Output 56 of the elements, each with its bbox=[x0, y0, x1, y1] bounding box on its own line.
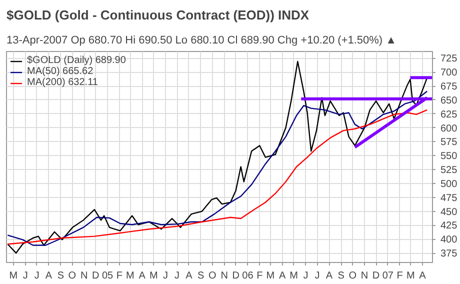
x-tick-label: M bbox=[126, 270, 134, 282]
x-tick-label: J bbox=[163, 270, 168, 282]
x-tick-label: F bbox=[116, 270, 122, 282]
x-tick-label: A bbox=[138, 270, 146, 282]
x-tick-label: N bbox=[220, 270, 228, 282]
y-tick-label: 625 bbox=[440, 109, 458, 120]
x-tick-label: N bbox=[80, 270, 88, 282]
y-tick-label: 725 bbox=[440, 54, 458, 65]
x-tick-label: O bbox=[68, 270, 76, 282]
x-tick-label: S bbox=[338, 270, 345, 282]
chart-title: $GOLD (Gold - Continuous Contract (EOD)) INDX bbox=[6, 8, 310, 22]
legend-label: MA(200) 632.11 bbox=[27, 77, 98, 88]
legend-label: MA(50) 665.62 bbox=[27, 66, 94, 77]
x-tick-label: J bbox=[22, 270, 28, 282]
y-tick-label: 375 bbox=[440, 248, 458, 260]
x-tick-label: D bbox=[372, 270, 380, 282]
x-tick-label: 07 bbox=[382, 270, 394, 282]
y-tick-label: 475 bbox=[440, 192, 458, 204]
y-tick-label: 450 bbox=[440, 206, 458, 218]
x-tick-label: M bbox=[149, 270, 158, 282]
x-tick-label: A bbox=[45, 270, 52, 282]
x-tick-label: A bbox=[326, 270, 333, 282]
x-tick-label: A bbox=[278, 270, 286, 282]
chart-subtitle: 13-Apr-2007 Op 680.70 Hi 690.50 Lo 680.10 Cl 689.90 Chg +10.20 (+1.50%) ▲ bbox=[6, 34, 397, 46]
x-tick-label: 05 bbox=[102, 270, 114, 282]
x-tick-label: M bbox=[290, 270, 298, 282]
y-tick-label: 675 bbox=[440, 82, 458, 93]
x-tick-label: M bbox=[406, 270, 415, 282]
x-tick-label: J bbox=[303, 270, 308, 282]
x-tick-label: S bbox=[198, 270, 205, 282]
x-tick-label: D bbox=[232, 270, 240, 282]
y-tick-label: 400 bbox=[440, 234, 458, 246]
y-tick-label: 425 bbox=[440, 220, 458, 232]
y-tick-label: 575 bbox=[440, 137, 458, 148]
x-tick-label: A bbox=[186, 270, 193, 282]
x-tick-label: J bbox=[34, 270, 40, 282]
x-tick-label: F bbox=[396, 270, 403, 282]
x-tick-label: F bbox=[256, 270, 263, 282]
y-tick-label: 600 bbox=[440, 123, 458, 134]
y-tick-label: 650 bbox=[440, 95, 458, 106]
x-tick-label: N bbox=[360, 270, 368, 282]
y-tick-label: 700 bbox=[440, 68, 458, 79]
x-tick-label: 06 bbox=[242, 270, 254, 282]
x-tick-label: O bbox=[208, 270, 217, 282]
x-tick-label: J bbox=[314, 270, 320, 282]
y-tick-label: 550 bbox=[440, 151, 458, 162]
x-tick-label: J bbox=[174, 270, 180, 282]
x-tick-label: S bbox=[57, 270, 64, 282]
y-tick-label: 525 bbox=[440, 165, 458, 176]
y-tick-label: 500 bbox=[440, 178, 458, 190]
x-tick-label: O bbox=[348, 270, 357, 282]
x-tick-label: M bbox=[266, 270, 275, 282]
x-tick-label: D bbox=[92, 270, 100, 282]
x-tick-label: M bbox=[9, 270, 18, 282]
legend-label: $GOLD (Daily) 689.90 bbox=[27, 55, 126, 66]
x-tick-label: A bbox=[419, 270, 426, 282]
